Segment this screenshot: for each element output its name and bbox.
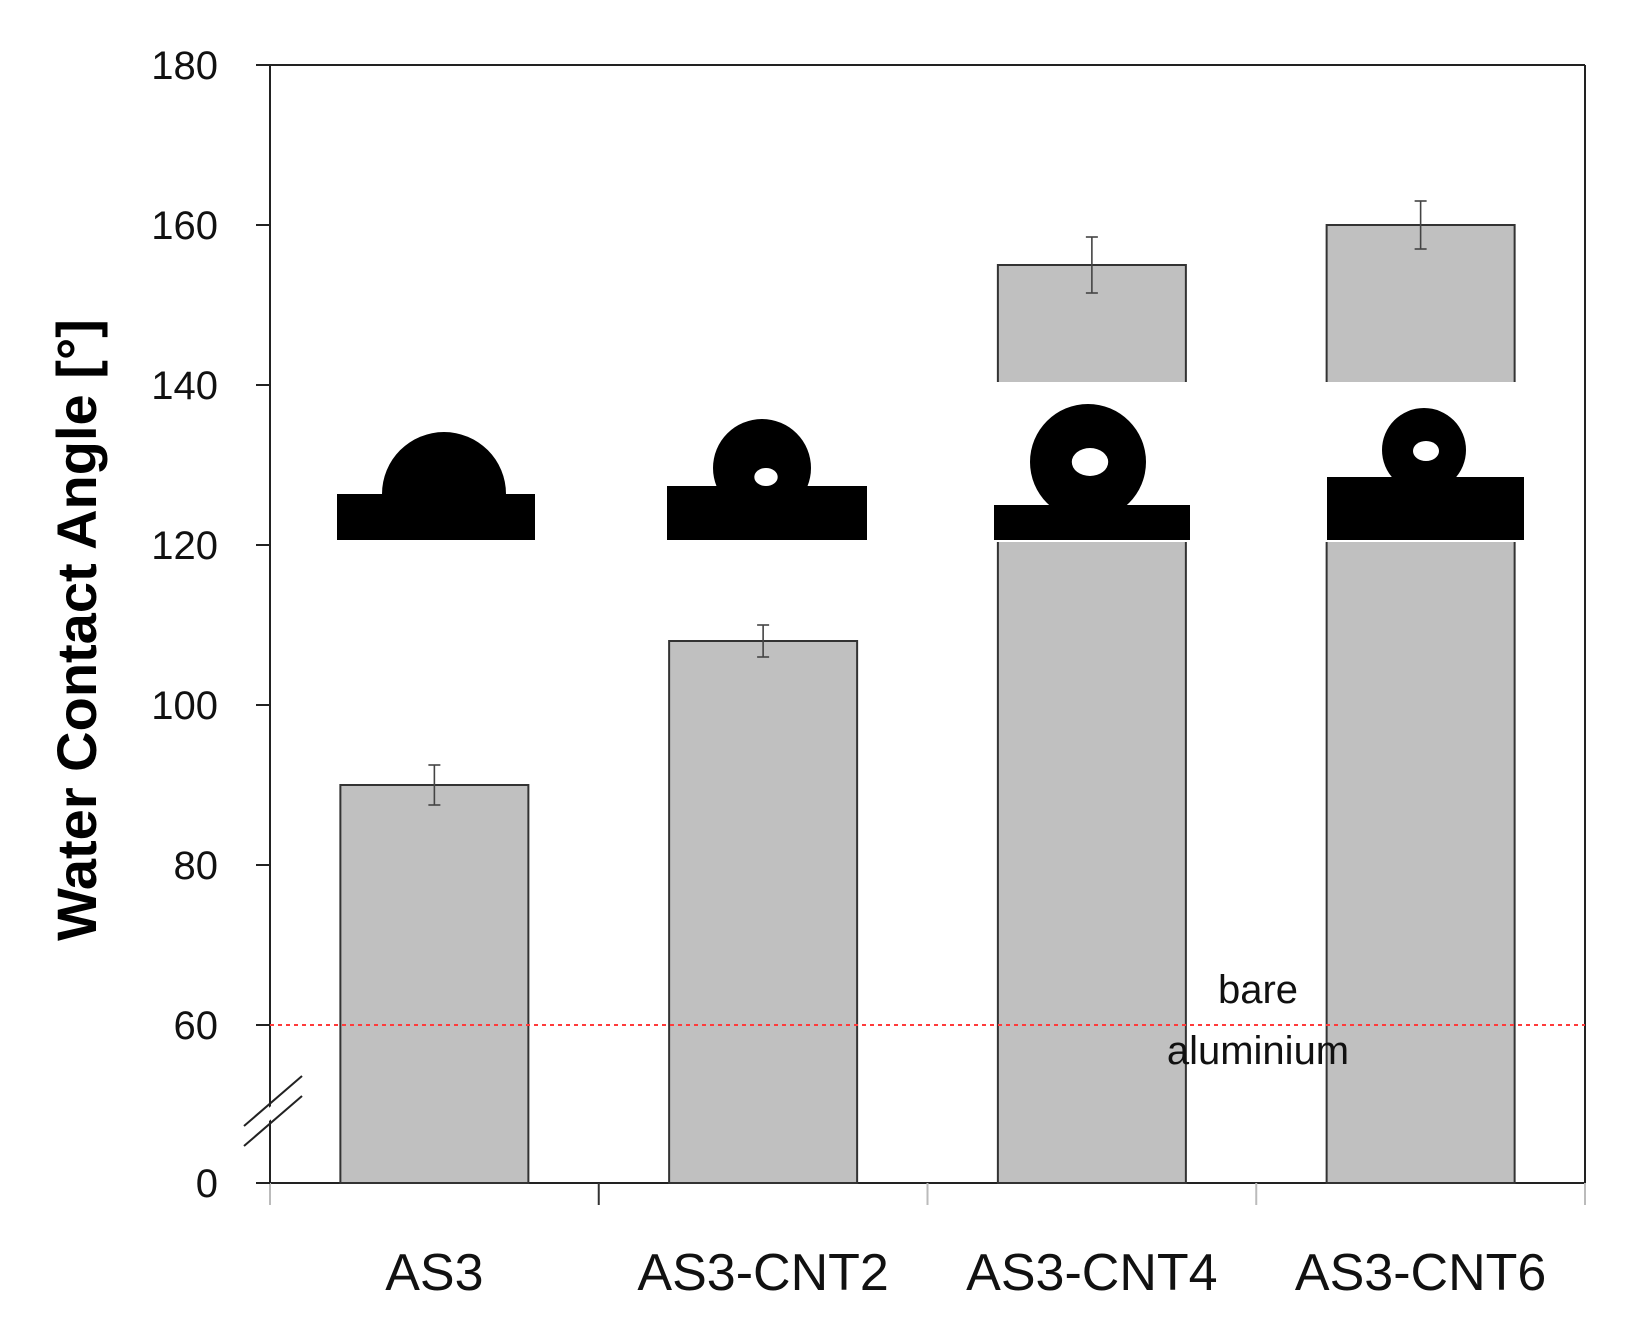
y-tick-label: 120 bbox=[151, 524, 218, 568]
reference-label-bare: bare bbox=[1218, 968, 1298, 1012]
water-droplet-image bbox=[1300, 382, 1541, 542]
water-droplet-image bbox=[314, 382, 555, 542]
droplet bbox=[713, 419, 811, 517]
reference-label-aluminium: aluminium bbox=[1167, 1029, 1349, 1073]
x-tick-label: AS3 bbox=[385, 1244, 483, 1302]
y-axis-title: Water Contact Angle [°] bbox=[45, 319, 108, 941]
y-tick-label: 80 bbox=[174, 844, 219, 888]
droplet-highlight bbox=[1413, 441, 1439, 461]
x-tick-label: AS3-CNT6 bbox=[1295, 1244, 1546, 1302]
y-tick-label: 140 bbox=[151, 364, 218, 408]
axes: AS3 AS3-CNT2 AS3-CNT4 AS3-CNT6 0 60 80 100 120 14… bbox=[151, 44, 1586, 1302]
y-tick-label: 60 bbox=[174, 1004, 219, 1048]
axis-break-gap bbox=[240, 1082, 306, 1140]
droplet-highlight bbox=[1071, 448, 1109, 476]
bar bbox=[339, 784, 530, 1184]
y-tick-label: 100 bbox=[151, 684, 218, 728]
droplet-highlight bbox=[754, 468, 778, 486]
x-tick-label: AS3-CNT2 bbox=[637, 1244, 888, 1302]
droplet bbox=[382, 432, 506, 494]
substrate bbox=[337, 494, 535, 540]
y-tick-label: 0 bbox=[196, 1162, 218, 1206]
water-droplet-image bbox=[971, 382, 1212, 542]
axis-break-mark bbox=[243, 1095, 303, 1147]
water-droplet-image bbox=[643, 382, 884, 542]
y-tick-label: 160 bbox=[151, 204, 218, 248]
bar bbox=[1325, 224, 1516, 1184]
droplet-insets bbox=[314, 382, 1541, 542]
x-tick-label: AS3-CNT4 bbox=[966, 1244, 1217, 1302]
y-tick-label: 180 bbox=[151, 44, 218, 88]
bar bbox=[668, 640, 859, 1184]
axis-break-mark bbox=[243, 1075, 303, 1127]
